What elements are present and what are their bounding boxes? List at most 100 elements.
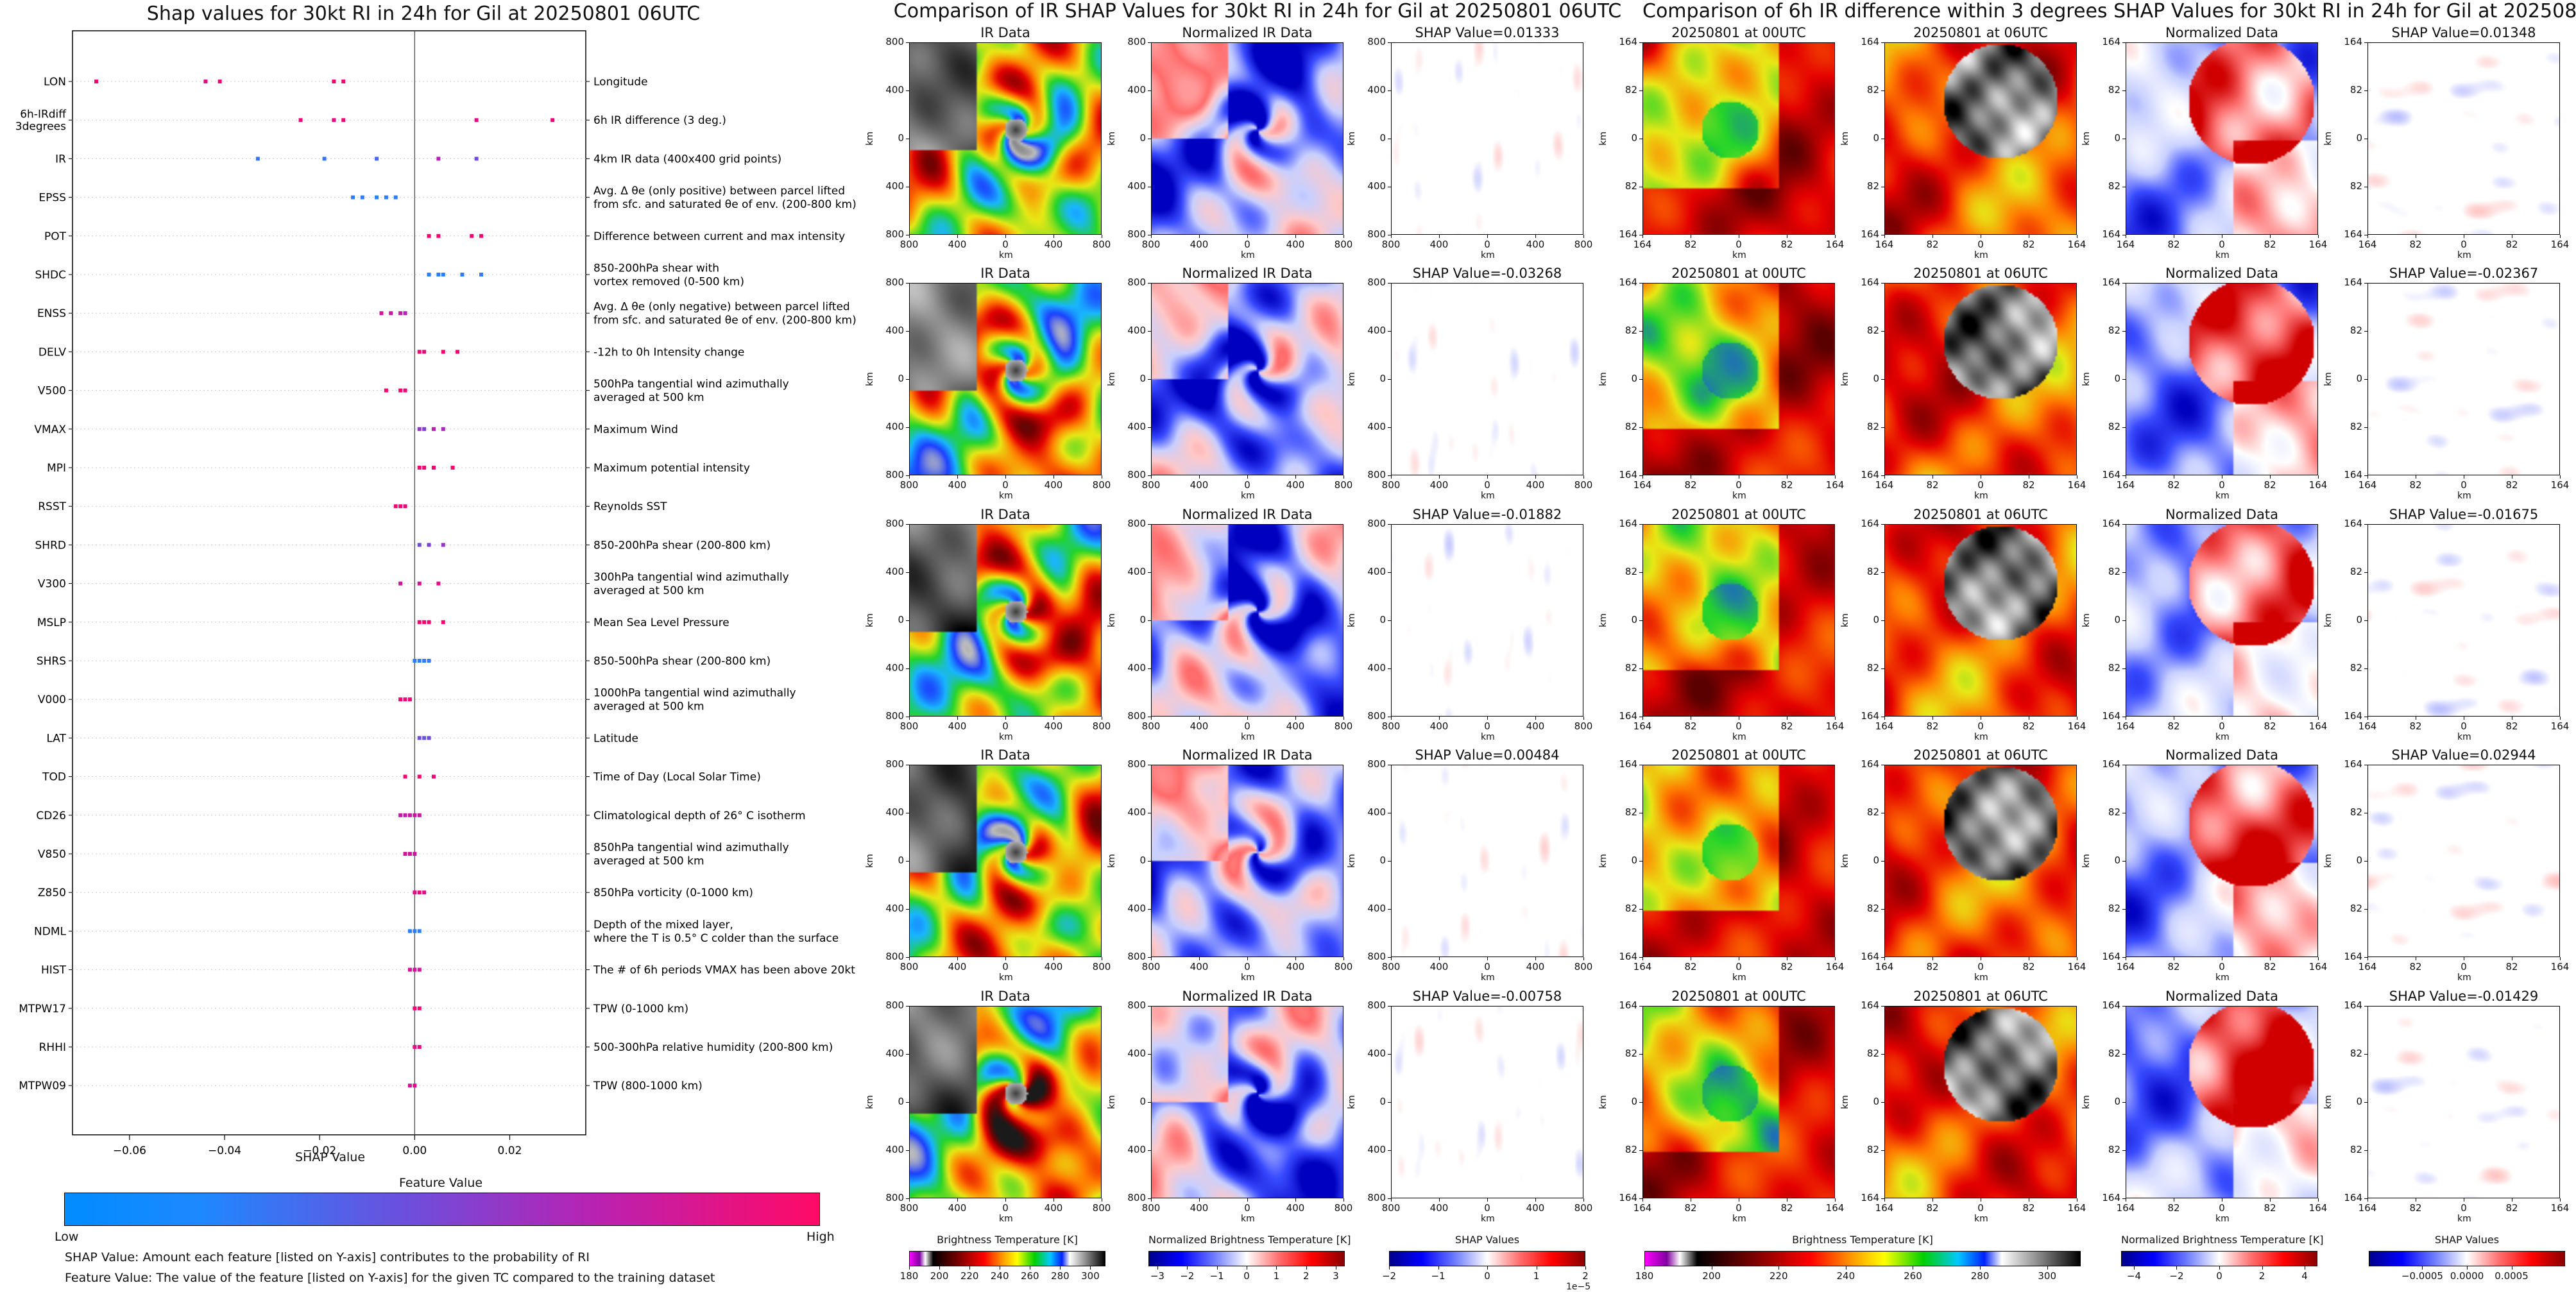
y-tick-mark	[1388, 1006, 1391, 1007]
feature-name: LON	[44, 76, 66, 89]
x-tick-label: 800	[900, 479, 919, 491]
y-tick-mark	[2364, 668, 2367, 669]
x-tick-label: 800	[1141, 1202, 1161, 1214]
y-tick-label: 82	[2108, 662, 2120, 674]
y-axis-label: km	[864, 1095, 875, 1109]
x-tick-label: 164	[2550, 239, 2570, 250]
x-tick-mark	[1439, 717, 1440, 720]
feature-description: Time of Day (Local Solar Time)	[593, 771, 761, 784]
panel-title: Normalized Data	[2165, 266, 2278, 281]
x-tick-label: 400	[948, 961, 967, 973]
y-tick-label: 164	[1619, 999, 1637, 1011]
feature-description: 4km IR data (400x400 grid points)	[593, 153, 781, 166]
panel-title: IR Data	[980, 989, 1030, 1004]
y-tick-label: 82	[1866, 1048, 1879, 1059]
image-panel	[1642, 524, 1835, 717]
x-tick-label: 0	[2219, 961, 2225, 973]
y-tick-mark	[1148, 1006, 1151, 1007]
x-tick-label: 0	[1484, 720, 1490, 732]
x-tick-label: 164	[1825, 479, 1845, 491]
y-axis-label: km	[1346, 372, 1357, 386]
y-tick-label: 82	[1625, 84, 1637, 96]
summary-title: Shap values for 30kt RI in 24h for Gil a…	[146, 3, 701, 25]
y-tick-label: 0	[2114, 132, 2120, 144]
y-tick-label: 0	[2114, 1096, 2120, 1107]
y-tick-mark	[2364, 90, 2367, 91]
feature-description: Longitude	[593, 76, 648, 89]
y-tick-mark	[2122, 1198, 2126, 1199]
feature-explanation: Feature Value: The value of the feature …	[65, 1271, 715, 1285]
x-tick-mark	[2270, 1198, 2271, 1202]
feature-name: MPI	[47, 462, 66, 475]
x-tick-label: 800	[1092, 479, 1111, 491]
x-tick-label: 400	[1190, 720, 1209, 732]
feature-description: Latitude	[593, 732, 638, 745]
x-tick-label: 164	[2358, 239, 2377, 250]
y-tick-mark	[2122, 668, 2126, 669]
x-axis-label: km	[2215, 973, 2230, 983]
panel-title: Normalized IR Data	[1182, 989, 1313, 1004]
y-tick-label: 800	[885, 710, 904, 722]
panel-title: 20250801 at 00UTC	[1671, 266, 1806, 281]
y-tick-label: 0	[2356, 132, 2362, 144]
feature-description: averaged at 500 km	[593, 391, 704, 404]
y-tick-mark	[1639, 957, 1642, 958]
panel-title: SHAP Value=0.01333	[1415, 25, 1560, 40]
x-tick-mark	[1884, 235, 1885, 238]
y-axis-label: km	[1106, 613, 1117, 627]
feature-description: Difference between current and max inten…	[593, 230, 845, 243]
colorbar-tick-label: 260	[1904, 1270, 1922, 1282]
x-tick-label: 82	[2264, 239, 2276, 250]
x-tick-label: 164	[2067, 479, 2086, 491]
x-tick-mark	[909, 1198, 910, 1202]
feature-name: RSST	[38, 500, 66, 513]
y-tick-mark	[2364, 1198, 2367, 1199]
panel-image	[910, 525, 1101, 716]
x-axis-label: km	[1481, 491, 1495, 501]
y-tick-label: 0	[898, 614, 904, 625]
image-panel	[1151, 283, 1343, 475]
y-tick-label: 0	[1379, 1096, 1386, 1107]
x-tick-label: 82	[1684, 1202, 1697, 1214]
image-panel	[2367, 1006, 2560, 1198]
y-tick-label: 400	[1367, 903, 1386, 914]
feature-name: MTPW09	[19, 1080, 66, 1092]
y-tick-mark	[2122, 620, 2126, 621]
panel-title: 20250801 at 06UTC	[1913, 25, 2048, 40]
y-tick-mark	[1881, 572, 1884, 573]
y-tick-label: 400	[885, 1144, 904, 1155]
image-panel	[2126, 765, 2318, 957]
y-tick-mark	[1881, 379, 1884, 380]
x-tick-mark	[1535, 717, 1536, 720]
x-axis-label: km	[2457, 973, 2471, 983]
x-tick-label: 0	[1244, 1202, 1250, 1214]
x-tick-label: 82	[2505, 239, 2518, 250]
x-tick-label: 800	[1092, 720, 1111, 732]
y-tick-mark	[1388, 427, 1391, 428]
y-tick-mark	[2122, 524, 2126, 525]
x-tick-label: 0	[1244, 720, 1250, 732]
x-tick-mark	[2367, 475, 2368, 479]
feature-description: 300hPa tangential wind azimuthally	[593, 571, 789, 584]
shap-point	[417, 620, 422, 624]
shap-point	[413, 1084, 417, 1088]
feature-name: SHRD	[35, 539, 66, 552]
feature-name: SHRS	[37, 655, 66, 668]
shap-point	[398, 813, 403, 817]
feature-description: TPW (0-1000 km)	[593, 1003, 688, 1016]
y-tick-label: 164	[1861, 951, 1879, 962]
x-tick-label: 164	[2308, 961, 2328, 973]
x-tick-label: 800	[1381, 239, 1401, 250]
colorbar-tick-mark	[1644, 1266, 1645, 1270]
y-tick-mark	[1148, 1102, 1151, 1103]
y-tick-mark	[1148, 957, 1151, 958]
image-panel	[909, 283, 1102, 475]
shap-point	[403, 311, 407, 316]
y-tick-label: 82	[1625, 325, 1637, 336]
x-tick-label: 82	[2264, 720, 2276, 732]
x-axis-label: km	[2457, 491, 2471, 501]
x-tick-label: 0	[1484, 1202, 1490, 1214]
y-axis-label: km	[1598, 132, 1608, 146]
x-tick-mark	[2560, 475, 2561, 479]
colorbar-label: Normalized Brightness Temperature [K]	[2121, 1234, 2324, 1246]
